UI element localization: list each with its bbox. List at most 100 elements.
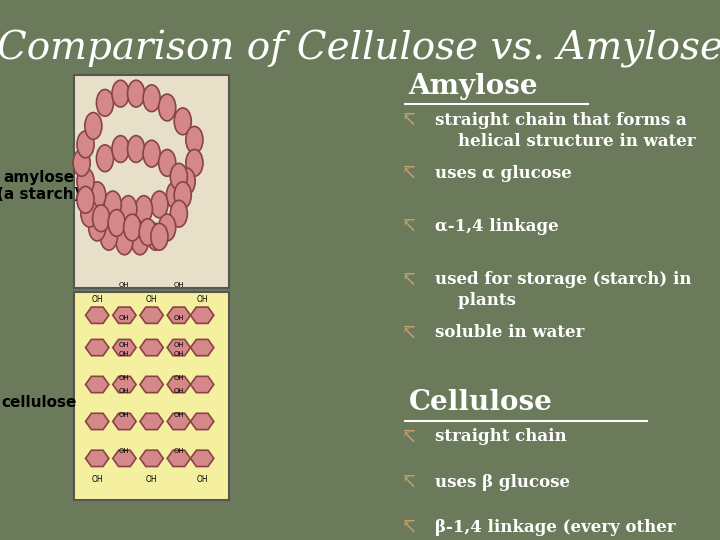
Ellipse shape xyxy=(120,195,137,222)
Text: OH: OH xyxy=(174,375,184,381)
Text: ↸: ↸ xyxy=(402,519,417,537)
Ellipse shape xyxy=(96,145,114,172)
Text: ↸: ↸ xyxy=(402,165,417,183)
Ellipse shape xyxy=(108,210,125,237)
Ellipse shape xyxy=(132,228,148,255)
Polygon shape xyxy=(86,413,109,430)
Text: OH: OH xyxy=(119,448,130,455)
Ellipse shape xyxy=(147,224,164,250)
FancyBboxPatch shape xyxy=(74,292,230,500)
Text: OH: OH xyxy=(197,475,208,484)
Text: OH: OH xyxy=(119,375,130,381)
Text: soluble in water: soluble in water xyxy=(435,325,585,341)
Polygon shape xyxy=(191,307,214,323)
Ellipse shape xyxy=(143,85,160,112)
Text: amylose
(a starch): amylose (a starch) xyxy=(0,170,81,202)
Ellipse shape xyxy=(174,182,192,208)
Polygon shape xyxy=(86,340,109,356)
Text: OH: OH xyxy=(91,295,103,303)
Ellipse shape xyxy=(112,80,129,107)
Polygon shape xyxy=(167,307,191,323)
Ellipse shape xyxy=(151,224,168,250)
Ellipse shape xyxy=(174,108,192,134)
Text: ↸: ↸ xyxy=(402,272,417,289)
Ellipse shape xyxy=(89,182,106,208)
Text: OH: OH xyxy=(119,342,130,348)
Text: OH: OH xyxy=(91,475,103,484)
Ellipse shape xyxy=(81,200,98,227)
Ellipse shape xyxy=(85,112,102,139)
Ellipse shape xyxy=(186,150,203,176)
Ellipse shape xyxy=(77,168,94,195)
Ellipse shape xyxy=(127,80,145,107)
Text: OH: OH xyxy=(174,342,184,348)
Text: OH: OH xyxy=(174,315,184,321)
Ellipse shape xyxy=(104,191,121,218)
Ellipse shape xyxy=(158,214,176,241)
Polygon shape xyxy=(167,340,191,356)
Polygon shape xyxy=(140,340,163,356)
Text: OH: OH xyxy=(174,448,184,455)
Ellipse shape xyxy=(93,205,109,232)
Text: used for storage (starch) in
    plants: used for storage (starch) in plants xyxy=(435,272,692,309)
Ellipse shape xyxy=(186,126,203,153)
Text: OH: OH xyxy=(174,352,184,357)
Polygon shape xyxy=(113,376,136,393)
FancyBboxPatch shape xyxy=(74,75,230,287)
Ellipse shape xyxy=(151,191,168,218)
Polygon shape xyxy=(86,307,109,323)
Text: ↸: ↸ xyxy=(402,428,417,447)
Polygon shape xyxy=(113,340,136,356)
Ellipse shape xyxy=(166,182,184,208)
Text: cellulose: cellulose xyxy=(1,395,76,410)
Polygon shape xyxy=(113,413,136,430)
Ellipse shape xyxy=(116,228,133,255)
Text: ↸: ↸ xyxy=(402,325,417,342)
Ellipse shape xyxy=(77,131,94,158)
Ellipse shape xyxy=(96,90,114,116)
Polygon shape xyxy=(191,413,214,430)
Text: OH: OH xyxy=(119,411,130,417)
Ellipse shape xyxy=(135,195,153,222)
Text: ↸: ↸ xyxy=(402,112,417,130)
Ellipse shape xyxy=(158,150,176,176)
Ellipse shape xyxy=(124,214,140,241)
Text: OH: OH xyxy=(174,282,184,288)
Text: Comparison of Cellulose vs. Amylose: Comparison of Cellulose vs. Amylose xyxy=(0,30,720,68)
Polygon shape xyxy=(167,450,191,467)
Text: α-1,4 linkage: α-1,4 linkage xyxy=(435,218,559,235)
Text: OH: OH xyxy=(119,282,130,288)
Text: straight chain: straight chain xyxy=(435,428,567,446)
Text: OH: OH xyxy=(197,295,208,303)
Ellipse shape xyxy=(127,136,145,163)
Ellipse shape xyxy=(77,186,94,213)
Ellipse shape xyxy=(73,150,90,176)
Ellipse shape xyxy=(158,94,176,121)
Text: OH: OH xyxy=(146,295,158,303)
Text: OH: OH xyxy=(146,475,158,484)
Ellipse shape xyxy=(89,214,106,241)
Polygon shape xyxy=(191,450,214,467)
Polygon shape xyxy=(140,307,163,323)
Text: Amylose: Amylose xyxy=(409,73,539,100)
Text: OH: OH xyxy=(174,411,184,417)
Text: uses β glucose: uses β glucose xyxy=(435,474,570,491)
Text: Cellulose: Cellulose xyxy=(409,389,552,416)
Polygon shape xyxy=(86,376,109,393)
Text: ↸: ↸ xyxy=(402,474,417,491)
Text: OH: OH xyxy=(119,315,130,321)
Polygon shape xyxy=(140,413,163,430)
Text: β-1,4 linkage (every other
    glucose subunit is inverted): β-1,4 linkage (every other glucose subun… xyxy=(435,519,719,540)
Text: ↸: ↸ xyxy=(402,218,417,237)
Ellipse shape xyxy=(171,200,187,227)
Text: straight chain that forms a
    helical structure in water: straight chain that forms a helical stru… xyxy=(435,112,696,150)
Ellipse shape xyxy=(112,136,129,163)
Text: OH: OH xyxy=(119,352,130,357)
Ellipse shape xyxy=(100,224,117,250)
Polygon shape xyxy=(191,376,214,393)
Ellipse shape xyxy=(178,168,195,195)
Ellipse shape xyxy=(171,164,187,190)
Text: uses α glucose: uses α glucose xyxy=(435,165,572,182)
Polygon shape xyxy=(140,376,163,393)
Ellipse shape xyxy=(139,219,156,246)
